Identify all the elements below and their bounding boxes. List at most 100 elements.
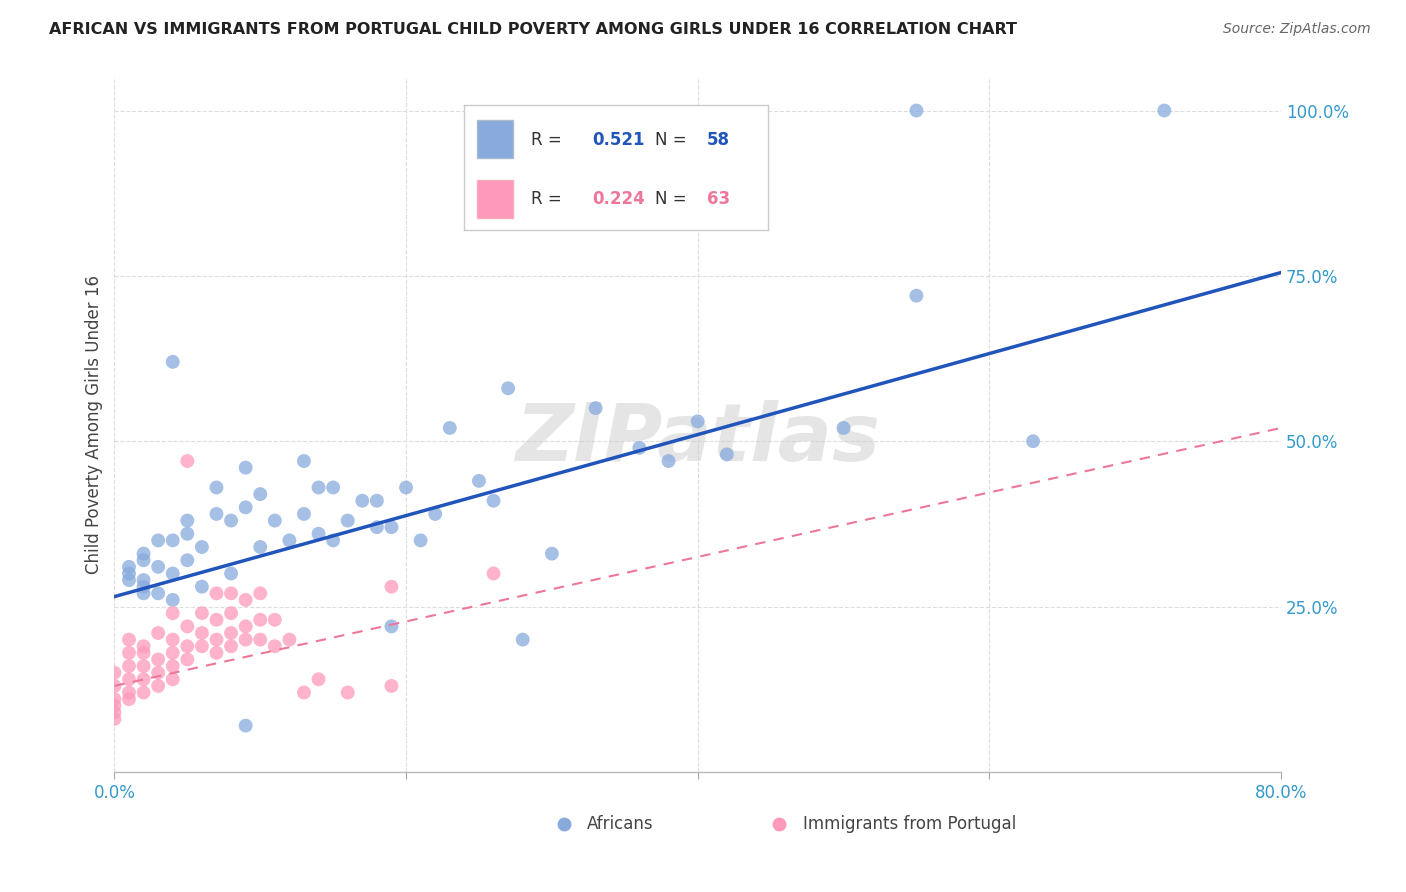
Point bbox=[235, 619, 257, 633]
Point bbox=[146, 679, 169, 693]
Point bbox=[176, 454, 198, 468]
Point bbox=[146, 665, 169, 680]
Point bbox=[118, 646, 141, 660]
Point bbox=[380, 520, 402, 534]
Point bbox=[118, 673, 141, 687]
Point bbox=[657, 454, 679, 468]
Point bbox=[118, 559, 141, 574]
Point bbox=[118, 692, 141, 706]
Point bbox=[146, 652, 169, 666]
Point bbox=[322, 533, 344, 548]
Point bbox=[235, 500, 257, 515]
Point bbox=[716, 447, 738, 461]
Text: AFRICAN VS IMMIGRANTS FROM PORTUGAL CHILD POVERTY AMONG GIRLS UNDER 16 CORRELATI: AFRICAN VS IMMIGRANTS FROM PORTUGAL CHIL… bbox=[49, 22, 1017, 37]
Point bbox=[686, 414, 709, 428]
Point bbox=[219, 606, 242, 620]
Point bbox=[905, 288, 928, 302]
Point bbox=[132, 673, 155, 687]
Point bbox=[395, 481, 418, 495]
Point bbox=[162, 355, 184, 369]
Point bbox=[235, 593, 257, 607]
Point bbox=[205, 481, 228, 495]
Point bbox=[905, 103, 928, 118]
Point bbox=[176, 619, 198, 633]
Point bbox=[292, 685, 315, 699]
Point bbox=[132, 685, 155, 699]
Point bbox=[292, 454, 315, 468]
Point bbox=[1022, 434, 1045, 449]
Y-axis label: Child Poverty Among Girls Under 16: Child Poverty Among Girls Under 16 bbox=[86, 275, 103, 574]
Point bbox=[249, 540, 271, 554]
Point bbox=[118, 685, 141, 699]
Point bbox=[380, 679, 402, 693]
Point bbox=[162, 659, 184, 673]
Point bbox=[249, 613, 271, 627]
Point bbox=[468, 474, 491, 488]
Point bbox=[235, 632, 257, 647]
Point bbox=[336, 514, 359, 528]
Point bbox=[118, 566, 141, 581]
Point bbox=[263, 639, 285, 653]
Point bbox=[162, 606, 184, 620]
Point bbox=[132, 586, 155, 600]
Point bbox=[132, 553, 155, 567]
Point bbox=[235, 718, 257, 732]
Text: Source: ZipAtlas.com: Source: ZipAtlas.com bbox=[1223, 22, 1371, 37]
Point bbox=[191, 626, 214, 640]
Point bbox=[219, 586, 242, 600]
Point bbox=[380, 619, 402, 633]
Point bbox=[132, 580, 155, 594]
Point bbox=[118, 573, 141, 587]
Point bbox=[439, 421, 461, 435]
Point bbox=[366, 520, 388, 534]
Point bbox=[219, 514, 242, 528]
Point bbox=[352, 493, 374, 508]
Point bbox=[103, 706, 125, 720]
Point bbox=[176, 514, 198, 528]
Point bbox=[205, 586, 228, 600]
Point bbox=[219, 626, 242, 640]
Point bbox=[308, 526, 330, 541]
Point bbox=[118, 659, 141, 673]
Point bbox=[249, 586, 271, 600]
Point bbox=[103, 712, 125, 726]
Point bbox=[249, 487, 271, 501]
Point bbox=[512, 632, 534, 647]
Point bbox=[832, 421, 855, 435]
Point bbox=[176, 652, 198, 666]
Point bbox=[162, 673, 184, 687]
Point bbox=[628, 441, 651, 455]
Point bbox=[409, 533, 432, 548]
Point bbox=[162, 632, 184, 647]
Point bbox=[146, 559, 169, 574]
Point bbox=[336, 685, 359, 699]
Point bbox=[191, 580, 214, 594]
Text: Immigrants from Portugal: Immigrants from Portugal bbox=[803, 815, 1017, 833]
Point bbox=[132, 573, 155, 587]
Point bbox=[235, 460, 257, 475]
Point bbox=[191, 639, 214, 653]
Point bbox=[162, 646, 184, 660]
Point bbox=[146, 626, 169, 640]
Point bbox=[292, 507, 315, 521]
Point bbox=[322, 481, 344, 495]
Point bbox=[263, 613, 285, 627]
Point bbox=[219, 639, 242, 653]
Point bbox=[146, 586, 169, 600]
Point bbox=[118, 632, 141, 647]
Point bbox=[541, 547, 564, 561]
Point bbox=[380, 580, 402, 594]
Point bbox=[425, 507, 447, 521]
Point bbox=[176, 639, 198, 653]
Point bbox=[132, 547, 155, 561]
Point bbox=[219, 566, 242, 581]
Point bbox=[176, 526, 198, 541]
Point bbox=[103, 692, 125, 706]
Point bbox=[132, 646, 155, 660]
Point bbox=[103, 698, 125, 713]
Point bbox=[191, 540, 214, 554]
Point bbox=[162, 566, 184, 581]
Point bbox=[366, 493, 388, 508]
Point bbox=[176, 553, 198, 567]
Point bbox=[205, 613, 228, 627]
